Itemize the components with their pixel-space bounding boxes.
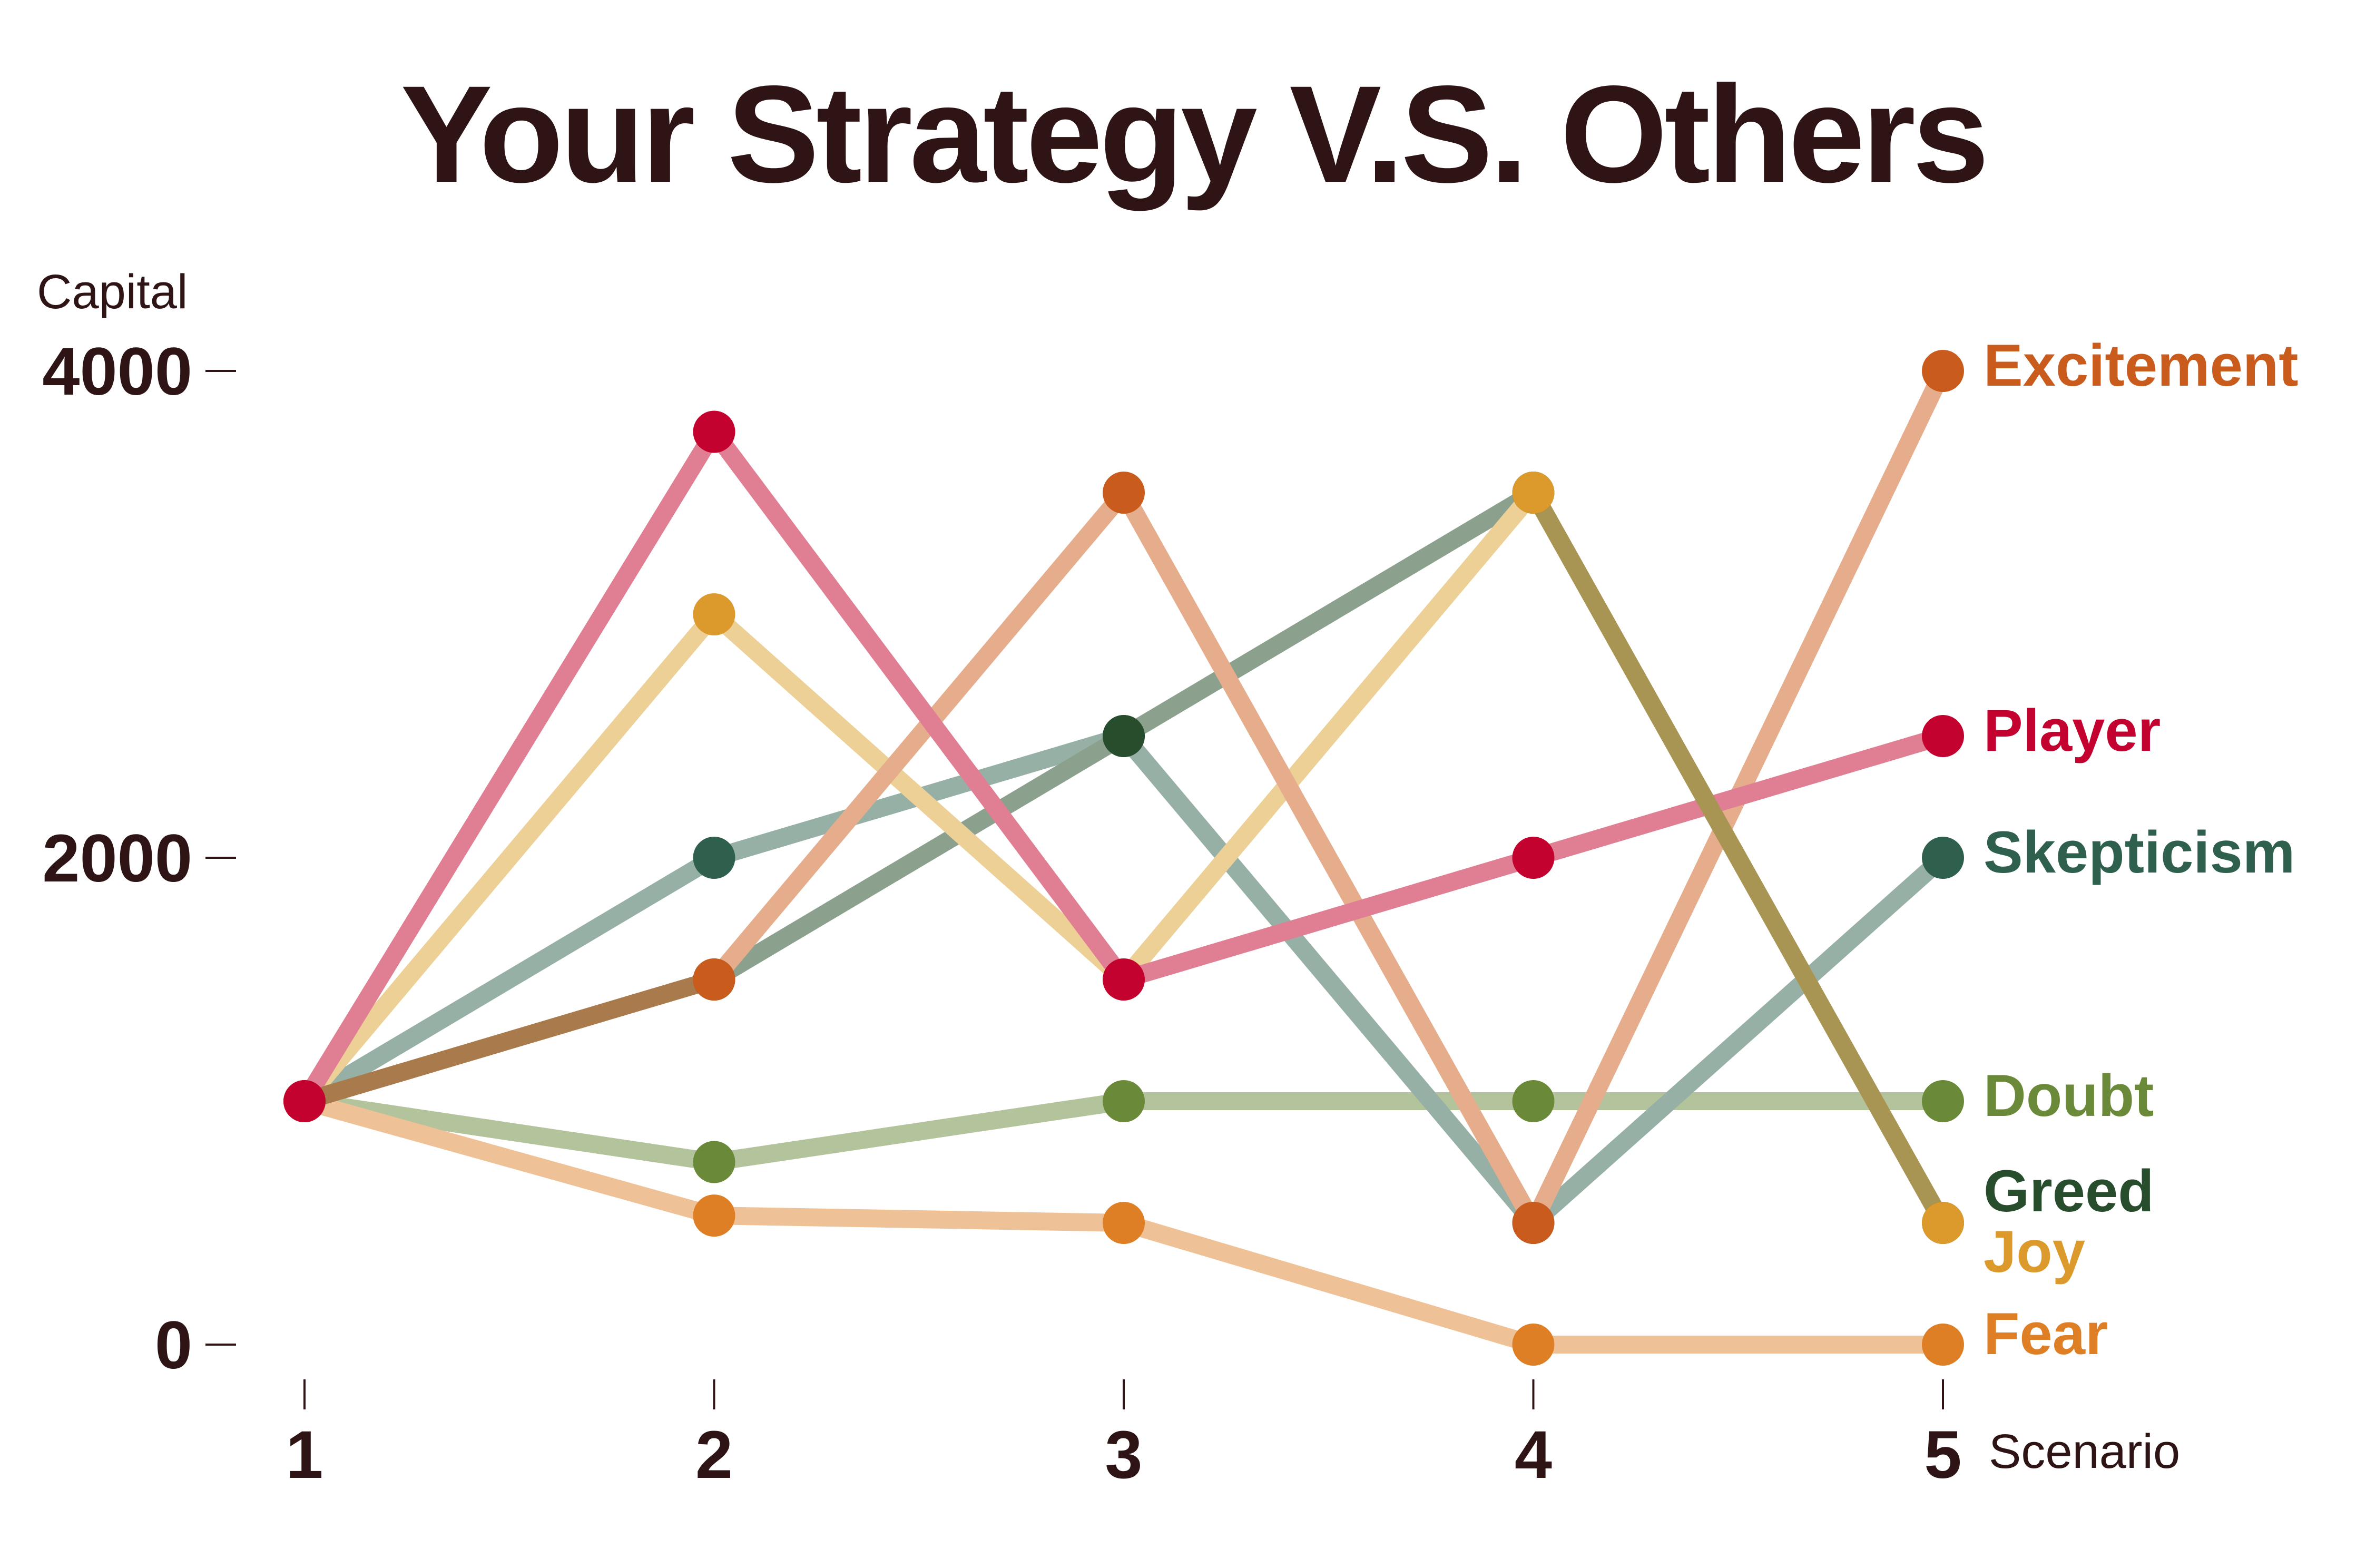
y-axis-label: Capital bbox=[37, 265, 188, 319]
point-doubt-5 bbox=[1922, 1080, 1964, 1122]
y-axis-ticks: 0 2000 4000 bbox=[42, 334, 236, 1383]
point-player-4 bbox=[1512, 837, 1555, 879]
overlap-segments bbox=[296, 484, 1952, 1232]
point-fear-2 bbox=[693, 1194, 735, 1237]
x-tick-label-3: 3 bbox=[1105, 1417, 1142, 1493]
x-axis-ticks: 1 2 3 4 5 bbox=[286, 1379, 1962, 1493]
point-joy-2 bbox=[693, 593, 735, 635]
series-label-doubt: Doubt bbox=[1984, 1063, 2154, 1129]
point-fear-4 bbox=[1512, 1324, 1555, 1366]
overlap-segment-greed-joy bbox=[1524, 484, 1952, 1232]
point-player-5 bbox=[1922, 715, 1964, 757]
point-skepticism-5 bbox=[1922, 837, 1964, 879]
point-player-2 bbox=[693, 410, 735, 453]
point-excitement-5 bbox=[1922, 350, 1964, 392]
overlap-segment-greed-excitement bbox=[296, 971, 723, 1110]
series-label-fear: Fear bbox=[1984, 1301, 2108, 1367]
x-tick-label-1: 1 bbox=[286, 1417, 323, 1493]
point-skepticism-2 bbox=[693, 837, 735, 879]
point-player-1 bbox=[283, 1080, 326, 1122]
x-tick-label-5: 5 bbox=[1924, 1417, 1961, 1493]
point-excitement-2 bbox=[693, 958, 735, 1001]
series-lines bbox=[296, 362, 1952, 1354]
point-doubt-4 bbox=[1512, 1080, 1555, 1122]
series-label-skepticism: Skepticism bbox=[1984, 819, 2295, 885]
series-label-player: Player bbox=[1984, 698, 2161, 763]
series-label-joy: Joy bbox=[1984, 1219, 2085, 1285]
x-tick-label-2: 2 bbox=[695, 1417, 733, 1493]
y-tick-label-4000: 4000 bbox=[42, 334, 192, 409]
chart-title: Your Strategy V.S. Others bbox=[400, 57, 1986, 212]
y-tick-label-2000: 2000 bbox=[42, 821, 192, 896]
y-tick-label-0: 0 bbox=[155, 1308, 192, 1383]
point-excitement-4 bbox=[1512, 1202, 1555, 1244]
point-joy-4 bbox=[1512, 472, 1555, 514]
series-label-excitement: Excitement bbox=[1984, 332, 2299, 398]
series-points bbox=[283, 350, 1964, 1366]
point-doubt-2 bbox=[693, 1141, 735, 1183]
x-tick-label-4: 4 bbox=[1515, 1417, 1552, 1493]
x-axis-label: Scenario bbox=[1989, 1425, 2180, 1478]
point-fear-5 bbox=[1922, 1324, 1964, 1366]
point-doubt-3 bbox=[1103, 1080, 1145, 1122]
point-joy-5 bbox=[1922, 1202, 1964, 1244]
point-player-3 bbox=[1103, 958, 1145, 1001]
point-excitement-3 bbox=[1103, 472, 1145, 514]
series-label-greed: Greed bbox=[1984, 1158, 2154, 1224]
point-fear-3 bbox=[1103, 1202, 1145, 1244]
point-greed-3 bbox=[1103, 715, 1145, 757]
